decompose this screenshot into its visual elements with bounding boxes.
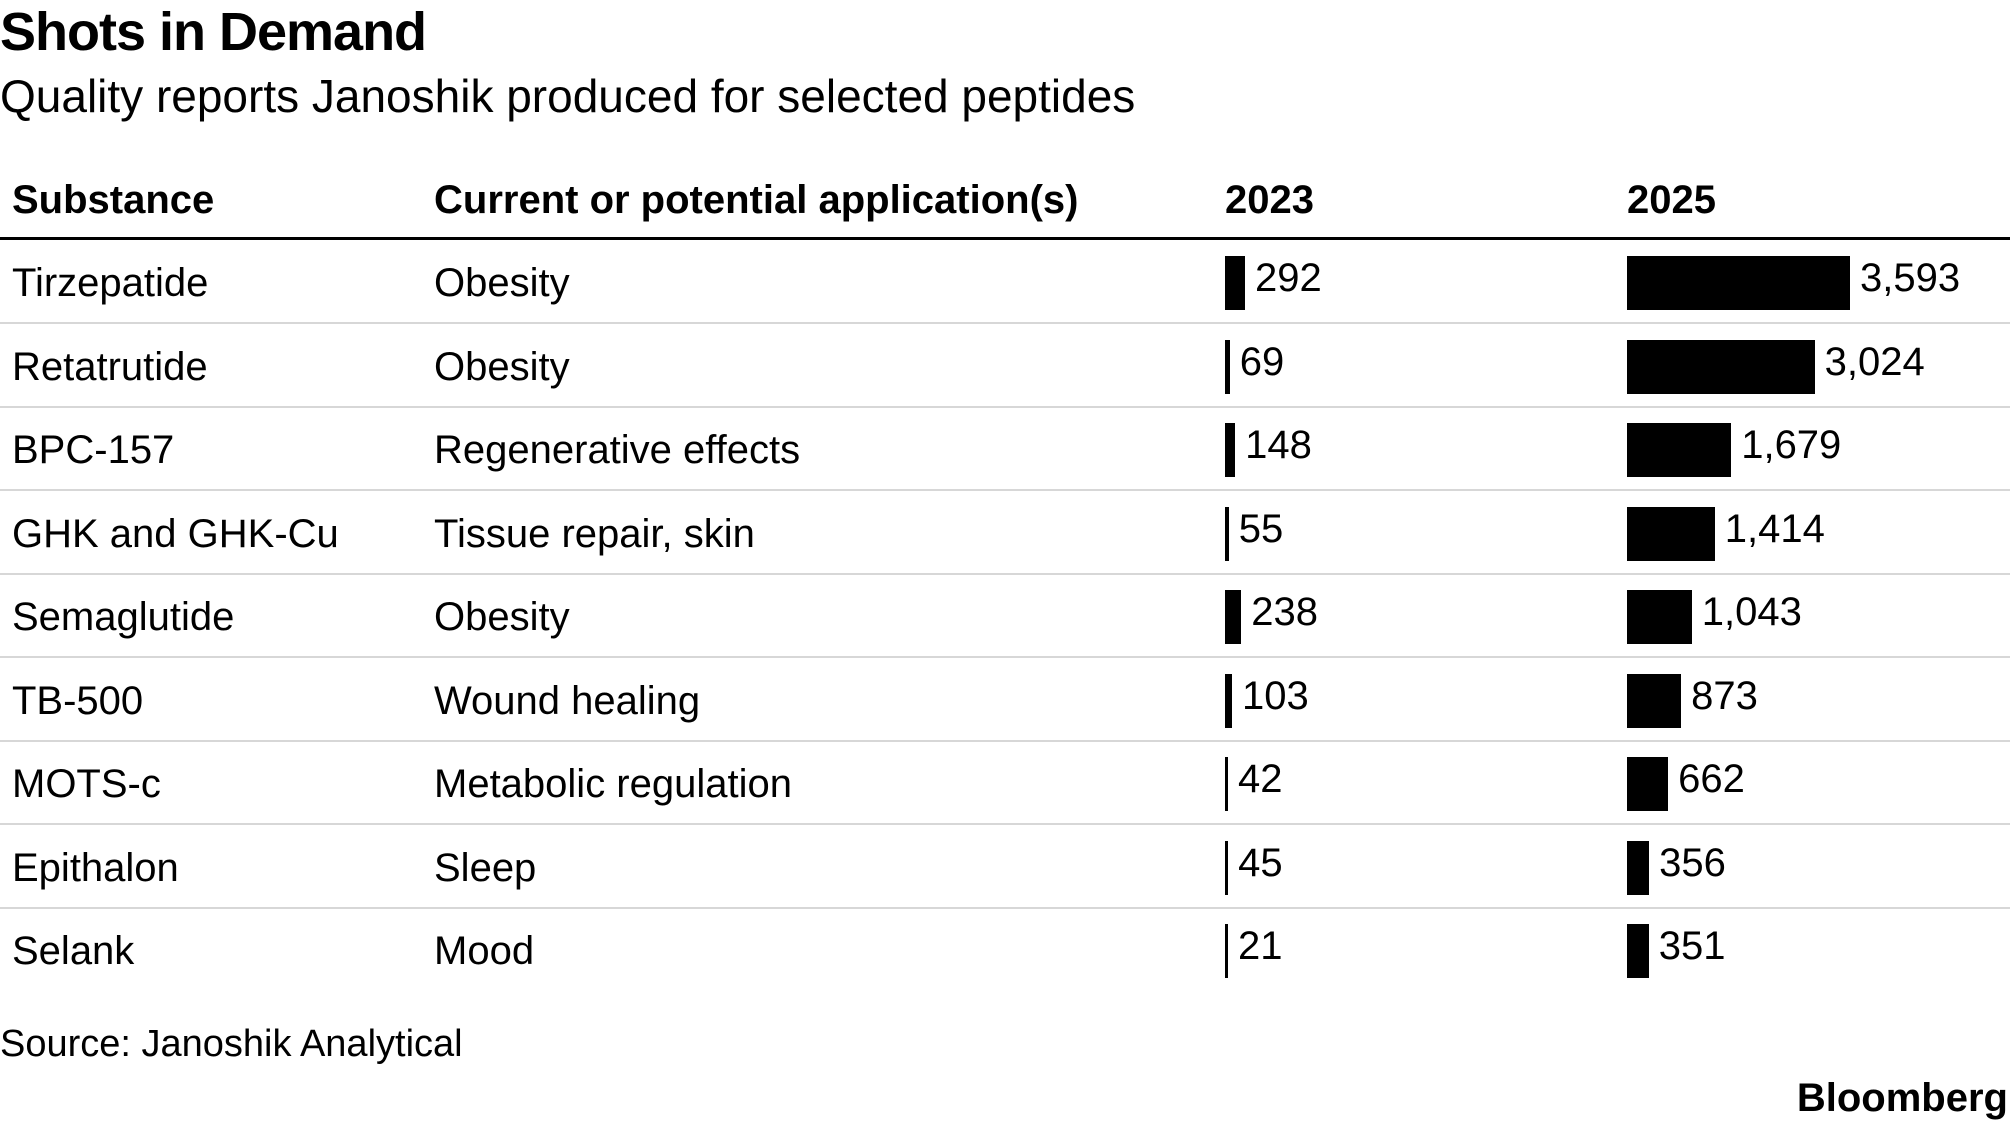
application-cell: Obesity xyxy=(434,595,570,639)
substance-cell: Selank xyxy=(12,929,135,973)
header-rule xyxy=(0,237,2010,240)
bar-2023 xyxy=(1225,757,1228,811)
brand-logo: Bloomberg xyxy=(1796,1076,2008,1120)
bar-2023 xyxy=(1225,590,1242,644)
value-label-2023: 148 xyxy=(1245,423,1312,467)
application-cell: Mood xyxy=(434,929,535,973)
header-substance: Substance xyxy=(12,178,215,222)
value-label-2023: 55 xyxy=(1238,506,1284,551)
bar-2023 xyxy=(1225,506,1229,561)
row-divider xyxy=(0,823,2010,825)
value-label-2025: 1,414 xyxy=(1724,506,1825,551)
value-label-2023: 42 xyxy=(1238,757,1283,801)
bar-2025 xyxy=(1627,590,1692,644)
value-label-2023: 69 xyxy=(1239,339,1285,384)
value-label-2025: 662 xyxy=(1678,757,1745,801)
bar-2025 xyxy=(1627,506,1715,561)
chart-title: Shots in Demand xyxy=(0,2,427,62)
row-divider xyxy=(0,656,2010,658)
bar-2025 xyxy=(1627,256,1850,310)
substance-cell: MOTS-c xyxy=(12,762,161,806)
chart-subtitle: Quality reports Janoshik produced for se… xyxy=(0,70,1136,122)
value-label-2023: 292 xyxy=(1255,256,1322,300)
table-row: GHK and GHK-Cu Tissue repair, skin 55 1,414 xyxy=(0,493,2010,575)
row-divider xyxy=(0,739,2010,742)
bar-2023 xyxy=(1225,673,1233,728)
substance-cell: Semaglutide xyxy=(12,595,235,639)
table-row: Retatrutide Obesity 69 3,024 xyxy=(0,326,2010,408)
application-cell: Regenerative effects xyxy=(434,428,801,472)
substance-cell: Epithalon xyxy=(12,845,179,890)
application-cell: Metabolic regulation xyxy=(434,762,792,806)
table-row: BPC-157 Regenerative effects 148 1,679 xyxy=(0,409,2010,491)
row-divider xyxy=(0,405,2010,408)
header-2023: 2023 xyxy=(1225,178,1314,222)
table-row: Selank Mood 21 351 xyxy=(0,910,2010,992)
bar-2025 xyxy=(1627,339,1815,394)
value-label-2023: 103 xyxy=(1242,673,1309,718)
application-cell: Sleep xyxy=(434,845,537,890)
value-label-2025: 873 xyxy=(1691,673,1758,718)
bar-2023 xyxy=(1225,256,1245,310)
row-divider xyxy=(0,572,2010,575)
bar-2025 xyxy=(1627,924,1649,978)
row-divider xyxy=(0,322,2010,324)
table-row: MOTS-c Metabolic regulation 42 662 xyxy=(0,743,2010,825)
row-divider xyxy=(0,906,2010,909)
header-2025: 2025 xyxy=(1627,178,1716,222)
value-label-2025: 1,043 xyxy=(1701,590,1802,634)
value-label-2023: 21 xyxy=(1238,924,1283,968)
bar-2025 xyxy=(1627,840,1650,895)
substance-cell: Retatrutide xyxy=(12,344,208,389)
bar-2023 xyxy=(1225,924,1228,978)
value-label-2023: 238 xyxy=(1251,590,1319,634)
substance-cell: GHK and GHK-Cu xyxy=(12,511,339,556)
application-cell: Obesity xyxy=(434,344,570,389)
row-divider xyxy=(0,489,2010,491)
value-label-2025: 356 xyxy=(1659,840,1726,885)
substance-cell: Tirzepatide xyxy=(12,261,209,305)
value-label-2025: 351 xyxy=(1658,924,1726,968)
application-cell: Wound healing xyxy=(434,678,701,723)
substance-cell: TB-500 xyxy=(12,678,144,723)
application-cell: Tissue repair, skin xyxy=(434,511,755,556)
value-label-2025: 3,024 xyxy=(1824,339,1925,384)
bar-2025 xyxy=(1627,423,1732,477)
table-row: TB-500 Wound healing 103 873 xyxy=(0,660,2010,742)
value-label-2025: 1,679 xyxy=(1741,423,1842,467)
table-row: Epithalon Sleep 45 356 xyxy=(0,827,2010,909)
table-row: Tirzepatide Obesity 292 3,593 xyxy=(0,242,2010,324)
bar-2025 xyxy=(1627,757,1669,811)
substance-cell: BPC-157 xyxy=(12,428,175,472)
header-application: Current or potential application(s) xyxy=(434,178,1079,222)
table-row: Semaglutide Obesity 238 1,043 xyxy=(0,576,2010,658)
value-label-2023: 45 xyxy=(1238,840,1283,885)
value-label-2025: 3,593 xyxy=(1860,256,1961,300)
bar-2023 xyxy=(1225,840,1229,895)
source-note: Source: Janoshik Analytical xyxy=(0,1023,463,1065)
bar-2023 xyxy=(1225,339,1230,394)
application-cell: Obesity xyxy=(434,261,570,305)
bar-2023 xyxy=(1225,423,1236,477)
bar-2025 xyxy=(1627,673,1682,728)
